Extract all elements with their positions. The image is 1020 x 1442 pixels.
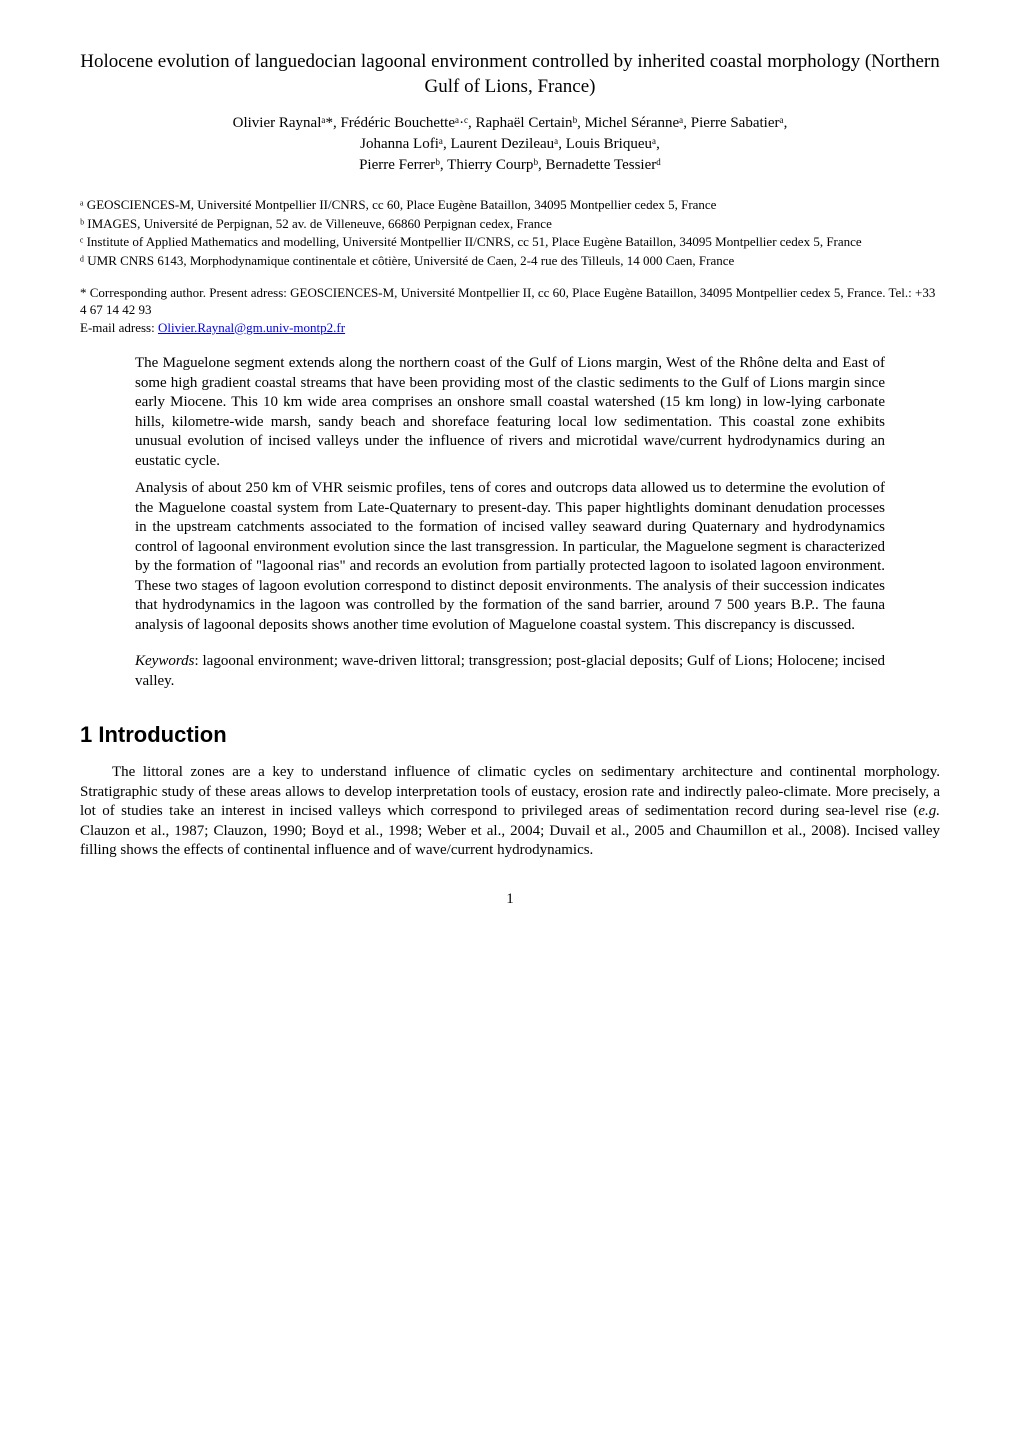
- keywords-text: : lagoonal environment; wave-driven litt…: [135, 653, 885, 689]
- intro-text-eg: e.g.: [918, 803, 940, 819]
- abstract-paragraph-1: The Maguelone segment extends along the …: [135, 354, 885, 471]
- corresponding-email-line: E-mail adress: Olivier.Raynal@gm.univ-mo…: [80, 319, 940, 337]
- intro-text-post: Clauzon et al., 1987; Clauzon, 1990; Boy…: [80, 823, 940, 859]
- authors-line-1: Olivier Raynalᵃ*, Frédéric Bouchetteᵃ·ᶜ,…: [80, 113, 940, 134]
- abstract-block: The Maguelone segment extends along the …: [135, 354, 885, 635]
- introduction-paragraph-1: The littoral zones are a key to understa…: [80, 763, 940, 861]
- email-label: E-mail adress:: [80, 320, 158, 335]
- keywords-block: Keywords: lagoonal environment; wave-dri…: [135, 651, 885, 692]
- affiliation-c: ᶜ Institute of Applied Mathematics and m…: [80, 233, 940, 251]
- page-number: 1: [80, 889, 940, 909]
- affiliations-block: ᵃ GEOSCIENCES-M, Université Montpellier …: [80, 196, 940, 269]
- authors-line-3: Pierre Ferrerᵇ, Thierry Courpᵇ, Bernadet…: [80, 155, 940, 176]
- authors-block: Olivier Raynalᵃ*, Frédéric Bouchetteᵃ·ᶜ,…: [80, 113, 940, 176]
- keywords-label: Keywords: [135, 653, 194, 669]
- affiliation-b: ᵇ IMAGES, Université de Perpignan, 52 av…: [80, 215, 940, 233]
- abstract-paragraph-2: Analysis of about 250 km of VHR seismic …: [135, 479, 885, 635]
- corresponding-author-block: * Corresponding author. Present adress: …: [80, 284, 940, 337]
- authors-line-2: Johanna Lofiᵃ, Laurent Dezileauᵃ, Louis …: [80, 134, 940, 155]
- section-heading-introduction: 1 Introduction: [80, 720, 940, 750]
- email-link[interactable]: Olivier.Raynal@gm.univ-montp2.fr: [158, 320, 345, 335]
- affiliation-d: ᵈ UMR CNRS 6143, Morphodynamique contine…: [80, 252, 940, 270]
- introduction-body: The littoral zones are a key to understa…: [80, 763, 940, 861]
- affiliation-a: ᵃ GEOSCIENCES-M, Université Montpellier …: [80, 196, 940, 214]
- corresponding-text: * Corresponding author. Present adress: …: [80, 284, 940, 319]
- paper-title: Holocene evolution of languedocian lagoo…: [80, 50, 940, 99]
- intro-text-pre: The littoral zones are a key to understa…: [80, 764, 940, 819]
